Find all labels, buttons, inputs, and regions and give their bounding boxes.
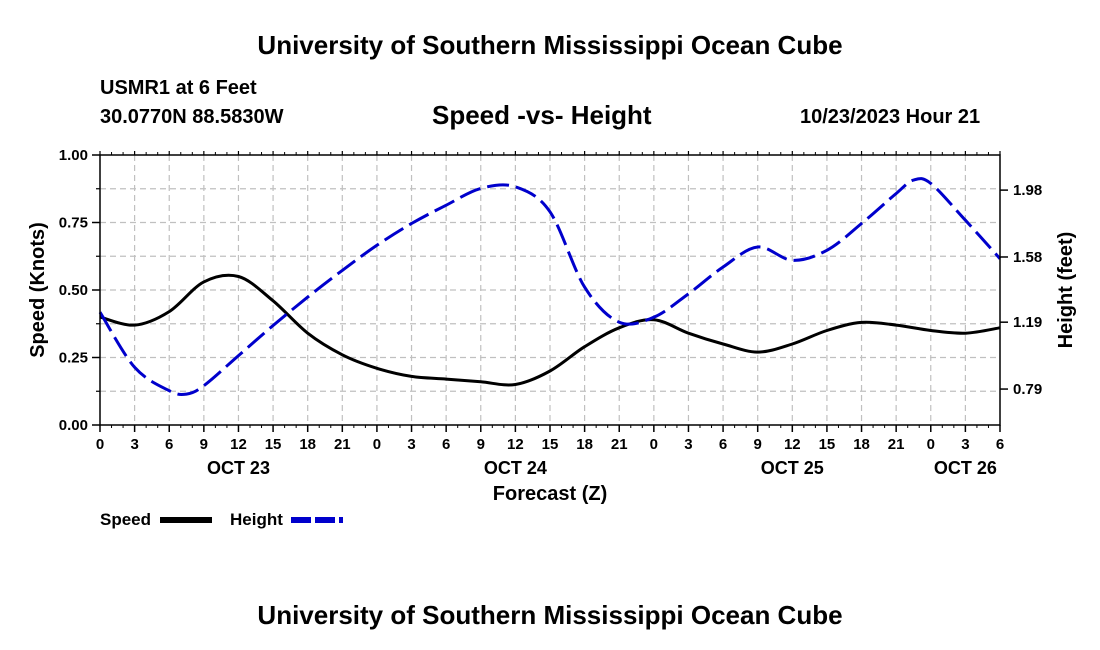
grid-lines — [100, 155, 1000, 425]
series-lines — [98, 177, 1002, 397]
x-tick-label: 6 — [996, 436, 1004, 453]
y-left-tick-label: 0.00 — [59, 417, 88, 434]
y-left-tick-label: 0.25 — [59, 350, 88, 367]
x-tick-label: 18 — [299, 436, 316, 453]
legend-label-speed: Speed — [100, 510, 151, 529]
x-tick-label: 0 — [927, 436, 935, 453]
y-right-tick-label: 1.19 — [1013, 314, 1042, 331]
x-tick-label: 3 — [130, 436, 138, 453]
series-line-speed — [99, 273, 1001, 387]
chart-subtitle: Speed -vs- Height — [432, 100, 652, 130]
x-tick-label: 0 — [96, 436, 104, 453]
x-tick-label: 9 — [754, 436, 762, 453]
station-label: USMR1 at 6 Feet — [100, 77, 257, 99]
y-axis-title-right: Height (feet) — [1055, 232, 1077, 349]
x-axis-title: Forecast (Z) — [493, 483, 607, 505]
x-tick-label: 6 — [442, 436, 450, 453]
page-title: University of Southern Mississippi Ocean… — [257, 30, 843, 60]
speed-height-chart: 0 3 6 9 12 15 18 21 0 3 6 9 12 15 18 21 0 3 6 9 12 15 18 21 0 3 6 O… — [27, 147, 1077, 529]
day-label: OCT 25 — [761, 458, 824, 478]
x-tick-label: 6 — [719, 436, 727, 453]
footer-title: University of Southern Mississippi Ocean… — [257, 600, 843, 630]
x-tick-label: 12 — [230, 436, 247, 453]
day-label: OCT 23 — [207, 458, 270, 478]
x-tick-label: 18 — [853, 436, 870, 453]
day-label: OCT 24 — [484, 458, 547, 478]
x-tick-label: 12 — [507, 436, 524, 453]
y-right-tick-label: 0.79 — [1013, 381, 1042, 398]
y-right-tick-label: 1.58 — [1013, 249, 1042, 266]
x-tick-label: 12 — [784, 436, 801, 453]
x-tick-label: 15 — [542, 436, 559, 453]
y-right-tick-label: 1.98 — [1013, 182, 1042, 199]
x-tick-label: 21 — [888, 436, 905, 453]
day-label: OCT 26 — [934, 458, 997, 478]
y-left-tick-label: 1.00 — [59, 147, 88, 164]
x-tick-label: 6 — [165, 436, 173, 453]
y-left-tick-label: 0.50 — [59, 282, 88, 299]
x-tick-label: 0 — [373, 436, 381, 453]
x-tick-label: 0 — [650, 436, 658, 453]
x-tick-label: 3 — [961, 436, 969, 453]
station-coordinates: 30.0770N 88.5830W — [100, 106, 284, 128]
x-tick-label: 3 — [684, 436, 692, 453]
forecast-datetime: 10/23/2023 Hour 21 — [800, 106, 981, 128]
x-tick-label: 15 — [819, 436, 836, 453]
x-tick-label: 9 — [200, 436, 208, 453]
y-axis-title-left: Speed (Knots) — [27, 222, 49, 358]
x-tick-label: 21 — [334, 436, 351, 453]
x-tick-label: 18 — [576, 436, 593, 453]
x-tick-label: 3 — [407, 436, 415, 453]
x-tick-label: 21 — [611, 436, 628, 453]
x-tick-label: 9 — [477, 436, 485, 453]
axis-ticks — [92, 151, 1008, 432]
legend: Speed Height — [100, 510, 343, 529]
series-line-height — [98, 177, 1002, 397]
x-tick-label: 15 — [265, 436, 282, 453]
axis-labels: 0 3 6 9 12 15 18 21 0 3 6 9 12 15 18 21 0 3 6 9 12 15 18 21 0 3 6 O… — [59, 147, 1042, 478]
legend-label-height: Height — [230, 510, 283, 529]
y-left-tick-label: 0.75 — [59, 215, 88, 232]
